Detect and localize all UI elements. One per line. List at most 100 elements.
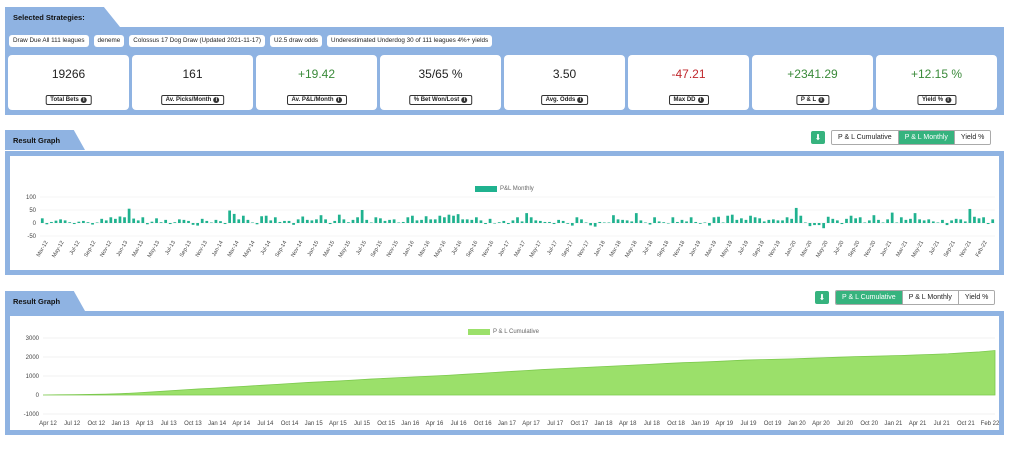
- info-icon[interactable]: i: [461, 97, 468, 103]
- x-tick-label: Jan 14: [208, 421, 227, 427]
- bar: [831, 218, 835, 223]
- mode-button-1[interactable]: P & L Monthly: [902, 291, 959, 304]
- bar: [424, 216, 428, 223]
- bar: [899, 217, 903, 223]
- mode-button-2[interactable]: Yield %: [958, 291, 995, 304]
- x-tick-label: Jan-13: [116, 240, 130, 258]
- strategy-tag[interactable]: Draw Due All 111 leagues: [9, 35, 89, 47]
- bar: [529, 217, 533, 223]
- info-icon[interactable]: i: [80, 97, 87, 103]
- bar: [383, 220, 387, 223]
- x-tick-label: Jul-12: [69, 240, 82, 256]
- stat-card: 161 Av. Picks/Month i: [132, 55, 253, 110]
- bar: [950, 220, 953, 223]
- bar: [593, 223, 597, 227]
- stat-card: +12.15 % Yield % i: [876, 55, 997, 110]
- info-icon[interactable]: i: [945, 97, 952, 103]
- x-tick-label: Jan 20: [788, 421, 807, 427]
- x-tick-label: Jul 19: [740, 421, 757, 427]
- bar: [273, 217, 277, 223]
- bar: [982, 217, 985, 223]
- bar: [689, 217, 693, 223]
- bar: [287, 220, 291, 223]
- strategy-tag[interactable]: U2.5 draw odds: [269, 35, 323, 47]
- bar: [360, 210, 364, 223]
- x-tick-label: May-21: [911, 240, 925, 259]
- x-tick-label: Nov-20: [863, 240, 877, 258]
- bar: [808, 223, 812, 227]
- bar: [534, 220, 538, 223]
- bar: [324, 219, 327, 223]
- bar: [804, 222, 807, 223]
- info-icon[interactable]: i: [818, 97, 825, 103]
- bar: [941, 219, 944, 223]
- bar: [91, 223, 94, 225]
- bar: [205, 220, 209, 223]
- mode-button-2[interactable]: Yield %: [954, 131, 991, 144]
- bar: [77, 221, 81, 223]
- cumulative-area: [42, 350, 996, 396]
- x-tick-label: May-14: [242, 240, 256, 259]
- bar: [146, 223, 149, 225]
- strategies-panel: Draw Due All 111 leagues deneme Colossus 1…: [5, 27, 1004, 115]
- info-icon[interactable]: i: [577, 97, 584, 103]
- bar: [552, 223, 556, 225]
- cumulative-area-chart: 3000 2000 1000 0 -1000 Apr 12 Jul 12 Oct 12 Jan …: [24, 336, 1000, 427]
- x-tick-label: Mar-15: [322, 240, 336, 258]
- bar: [570, 223, 574, 226]
- bar: [214, 219, 218, 223]
- x-tick-label: Nov-15: [386, 240, 400, 258]
- mode-button-1[interactable]: P & L Monthly: [898, 131, 955, 144]
- bar: [155, 218, 158, 223]
- strategy-tag[interactable]: deneme: [93, 35, 125, 47]
- bar: [717, 216, 720, 223]
- mode-button-0[interactable]: P & L Cumulative: [836, 291, 903, 304]
- bar: [694, 221, 698, 223]
- bar: [548, 221, 551, 223]
- bar: [159, 222, 163, 223]
- bar: [447, 214, 451, 223]
- bar: [936, 222, 940, 223]
- bar: [945, 223, 949, 226]
- bar: [104, 220, 108, 223]
- stat-label-text: % Bet Won/Lost: [413, 97, 460, 103]
- bar: [854, 218, 858, 223]
- info-icon[interactable]: i: [335, 97, 342, 103]
- download-icon[interactable]: ⬇: [815, 291, 829, 304]
- x-tick-label: Mar-18: [609, 240, 623, 258]
- y-tick-label: 2000: [26, 355, 40, 361]
- strategy-tag[interactable]: Colossus 17 Dog Draw (Updated 2021-11-17…: [129, 35, 265, 47]
- mode-button-0[interactable]: P & L Cumulative: [832, 131, 899, 144]
- bar: [648, 223, 652, 225]
- bar: [886, 219, 889, 223]
- x-tick-label: Nov-16: [481, 240, 495, 258]
- bar: [538, 220, 542, 223]
- bar: [612, 215, 615, 223]
- bar: [114, 218, 117, 223]
- bar: [744, 219, 748, 223]
- bar: [59, 219, 62, 223]
- stat-card: 19266 Total Bets i: [8, 55, 129, 110]
- info-icon[interactable]: i: [697, 97, 704, 103]
- info-icon[interactable]: i: [213, 97, 220, 103]
- bar: [502, 220, 506, 223]
- bar: [237, 219, 241, 223]
- bar: [333, 220, 337, 223]
- download-icon[interactable]: ⬇: [811, 131, 825, 144]
- bar: [305, 219, 309, 223]
- x-tick-label: Apr 16: [426, 421, 444, 427]
- bar: [959, 219, 963, 223]
- bar: [260, 216, 263, 223]
- bar: [420, 219, 423, 223]
- stat-label-text: Avg. Odds: [545, 97, 576, 103]
- monthly-legend: P&L Monthly: [475, 186, 534, 192]
- x-tick-label: Jul 16: [451, 421, 468, 427]
- stat-card: 3.50 Avg. Odds i: [504, 55, 625, 110]
- x-tick-label: Jul 21: [934, 421, 951, 427]
- graph1-mode-switch: P & L Cumulative P & L Monthly Yield %: [831, 130, 992, 145]
- y-tick-label: -50: [27, 234, 36, 240]
- strategy-tag[interactable]: Underestimated Underdog 30 of 111 league…: [327, 35, 493, 47]
- stat-label-text: Yield %: [921, 97, 944, 103]
- bar: [977, 218, 981, 223]
